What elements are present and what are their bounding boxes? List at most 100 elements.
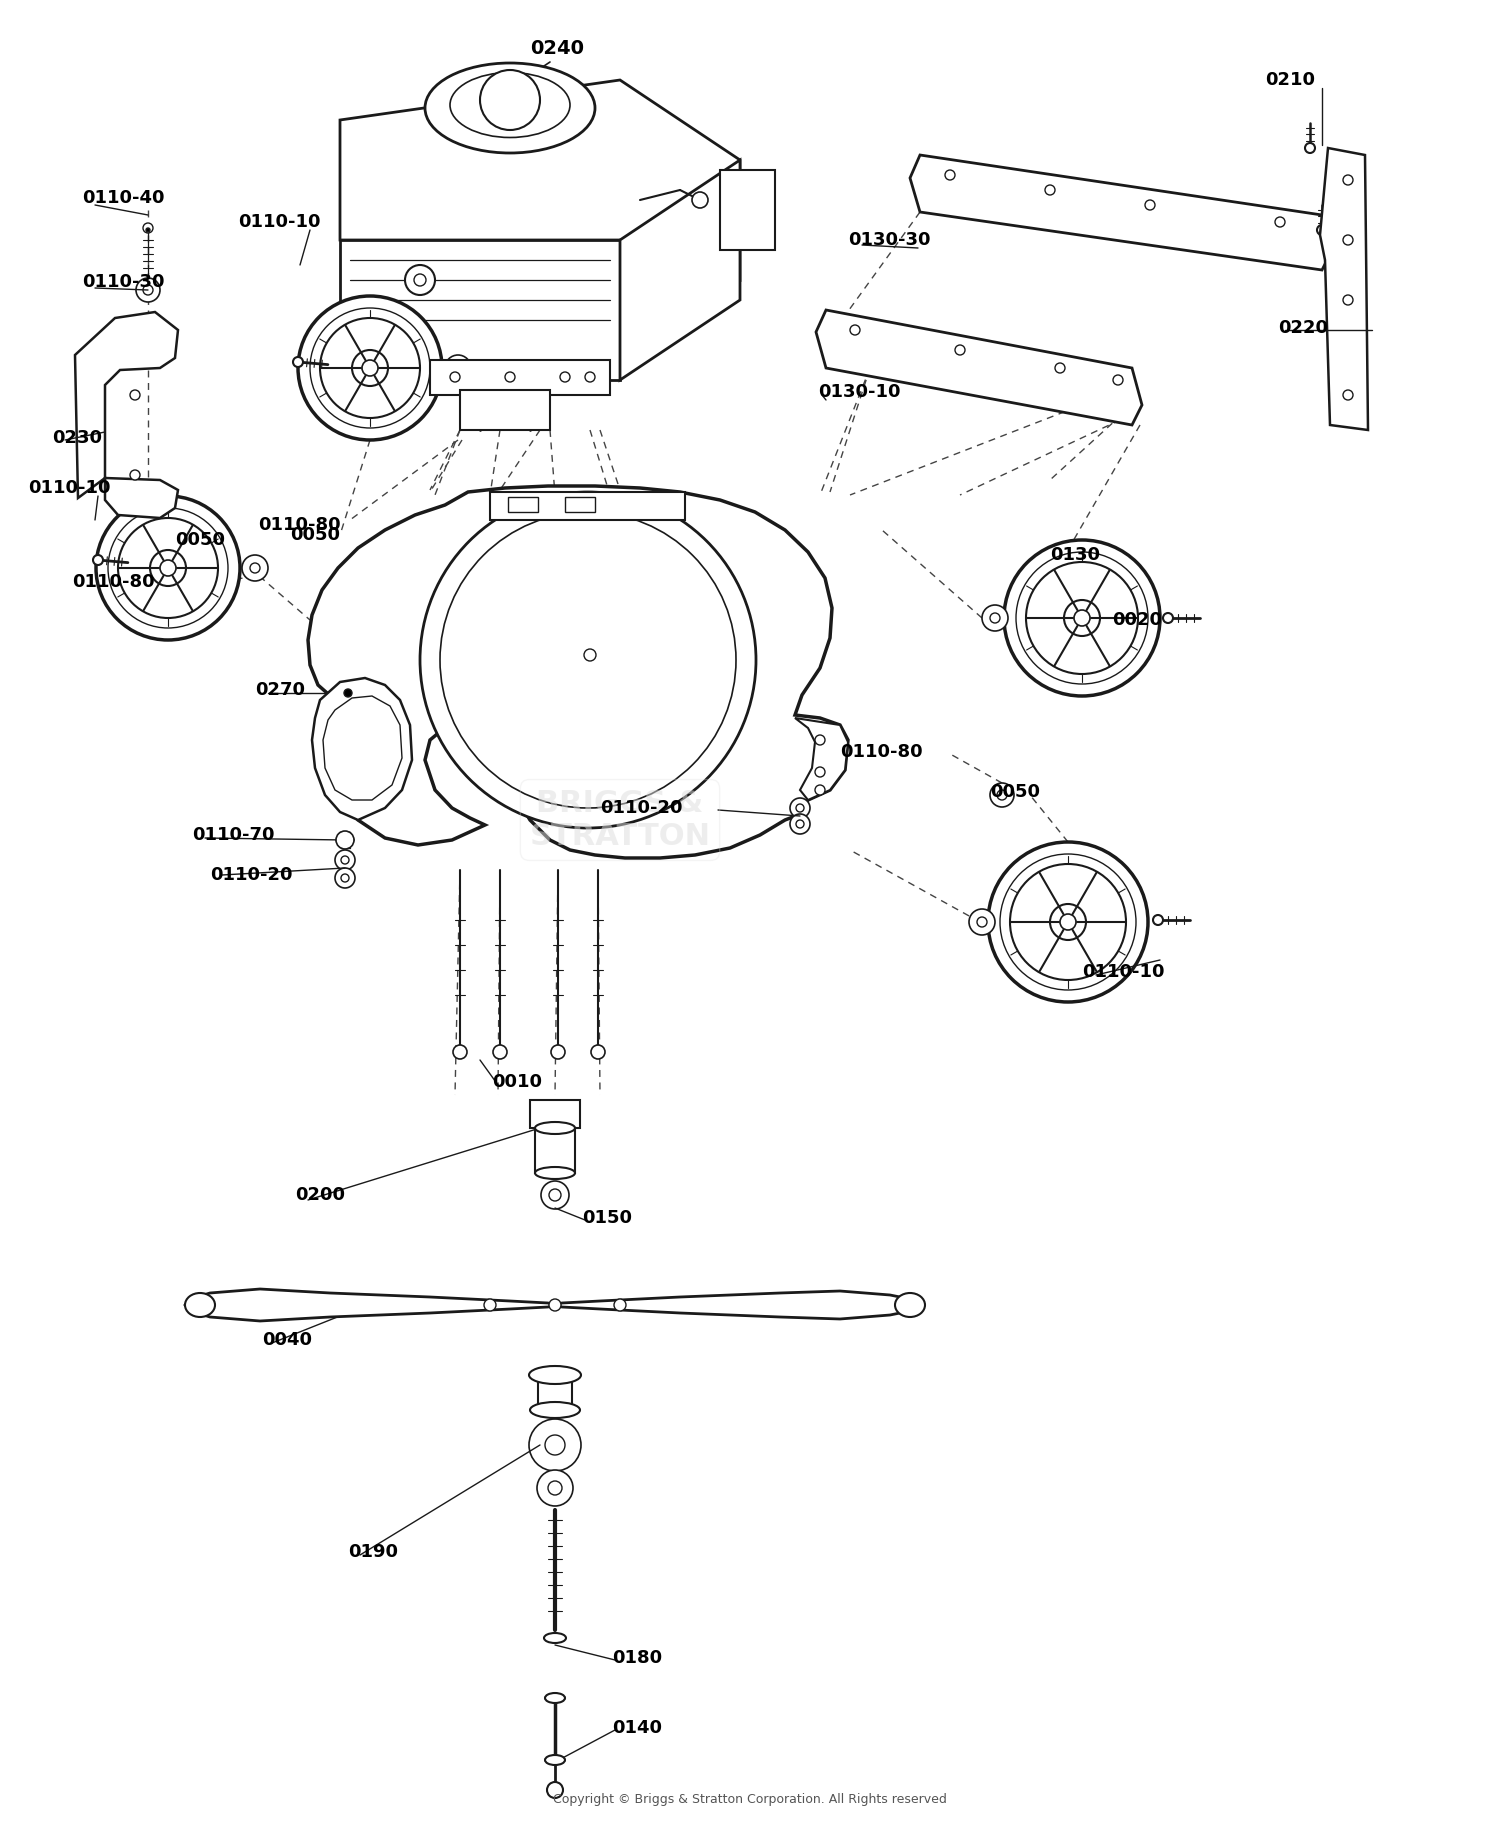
Text: 0050: 0050 xyxy=(990,784,1039,800)
Circle shape xyxy=(956,345,964,355)
Bar xyxy=(566,498,596,512)
Circle shape xyxy=(988,842,1148,1003)
Text: 0110-30: 0110-30 xyxy=(82,273,165,292)
Circle shape xyxy=(340,873,350,882)
Bar xyxy=(460,390,550,430)
Circle shape xyxy=(506,372,515,383)
Text: 0110-80: 0110-80 xyxy=(72,572,154,591)
Circle shape xyxy=(1154,915,1162,924)
Circle shape xyxy=(136,277,160,303)
Circle shape xyxy=(484,1300,496,1311)
Polygon shape xyxy=(1320,148,1368,430)
Bar xyxy=(530,1099,580,1128)
Circle shape xyxy=(815,786,825,795)
Bar xyxy=(538,1375,572,1409)
Circle shape xyxy=(142,284,153,295)
Circle shape xyxy=(1305,142,1316,153)
Circle shape xyxy=(362,359,378,376)
Circle shape xyxy=(320,317,420,417)
Circle shape xyxy=(420,492,756,828)
Circle shape xyxy=(969,910,994,935)
Circle shape xyxy=(815,767,825,777)
Polygon shape xyxy=(816,310,1142,425)
Text: 0240: 0240 xyxy=(530,38,584,58)
Circle shape xyxy=(796,820,804,828)
Circle shape xyxy=(118,518,218,618)
Ellipse shape xyxy=(450,73,570,137)
Text: Copyright © Briggs & Stratton Corporation. All Rights reserved: Copyright © Briggs & Stratton Corporatio… xyxy=(554,1794,946,1807)
Bar xyxy=(720,170,776,250)
Text: 0110-70: 0110-70 xyxy=(192,826,274,844)
Polygon shape xyxy=(795,718,847,800)
Ellipse shape xyxy=(544,1694,566,1703)
Text: 0050: 0050 xyxy=(176,530,225,549)
Circle shape xyxy=(998,789,1006,800)
Text: 0210: 0210 xyxy=(1264,71,1316,89)
Circle shape xyxy=(1046,184,1054,195)
Bar xyxy=(430,359,610,396)
Circle shape xyxy=(790,798,810,819)
Circle shape xyxy=(150,551,186,585)
Text: 0110-80: 0110-80 xyxy=(840,744,922,760)
Polygon shape xyxy=(340,241,620,379)
Circle shape xyxy=(344,689,352,696)
Circle shape xyxy=(548,1783,562,1797)
Circle shape xyxy=(1342,295,1353,304)
Circle shape xyxy=(440,512,736,808)
Ellipse shape xyxy=(184,1293,214,1316)
Text: 0110-40: 0110-40 xyxy=(82,190,165,208)
Circle shape xyxy=(93,554,104,565)
Circle shape xyxy=(334,850,356,870)
Circle shape xyxy=(310,308,430,428)
Circle shape xyxy=(982,605,1008,631)
Text: 0110-20: 0110-20 xyxy=(210,866,292,884)
Circle shape xyxy=(544,1435,566,1455)
Circle shape xyxy=(1064,600,1100,636)
Circle shape xyxy=(790,815,810,833)
Circle shape xyxy=(242,554,268,582)
Circle shape xyxy=(1342,390,1353,399)
Polygon shape xyxy=(620,160,740,379)
Text: 0200: 0200 xyxy=(296,1187,345,1203)
Circle shape xyxy=(1342,175,1353,184)
Circle shape xyxy=(160,560,176,576)
Text: 0130: 0130 xyxy=(1050,547,1100,563)
Text: 0270: 0270 xyxy=(255,682,304,698)
Circle shape xyxy=(591,1045,604,1059)
Circle shape xyxy=(584,649,596,662)
Text: 0230: 0230 xyxy=(53,428,102,447)
Circle shape xyxy=(96,496,240,640)
Circle shape xyxy=(585,372,596,383)
Circle shape xyxy=(549,1300,561,1311)
Circle shape xyxy=(334,868,356,888)
Circle shape xyxy=(542,1181,568,1209)
Circle shape xyxy=(108,509,228,627)
Polygon shape xyxy=(340,80,740,281)
Circle shape xyxy=(560,372,570,383)
Ellipse shape xyxy=(424,64,596,153)
Circle shape xyxy=(453,1045,466,1059)
Text: 0050: 0050 xyxy=(290,527,340,543)
Circle shape xyxy=(1275,217,1286,228)
Circle shape xyxy=(1060,913,1076,930)
Text: 0110-10: 0110-10 xyxy=(238,213,321,232)
Circle shape xyxy=(146,228,150,232)
Circle shape xyxy=(340,857,350,864)
Circle shape xyxy=(292,357,303,366)
Circle shape xyxy=(352,350,388,386)
Text: 0110-10: 0110-10 xyxy=(28,479,111,498)
Polygon shape xyxy=(184,1289,920,1322)
Text: 0010: 0010 xyxy=(492,1074,542,1090)
Circle shape xyxy=(530,1418,580,1471)
Circle shape xyxy=(815,735,825,746)
Polygon shape xyxy=(75,312,178,518)
Circle shape xyxy=(1004,540,1160,696)
Circle shape xyxy=(1000,853,1136,990)
Circle shape xyxy=(1342,235,1353,244)
Circle shape xyxy=(480,69,540,129)
Circle shape xyxy=(550,1045,566,1059)
Polygon shape xyxy=(308,487,848,859)
Circle shape xyxy=(494,1045,507,1059)
Ellipse shape xyxy=(530,1365,580,1384)
Bar xyxy=(509,498,538,512)
